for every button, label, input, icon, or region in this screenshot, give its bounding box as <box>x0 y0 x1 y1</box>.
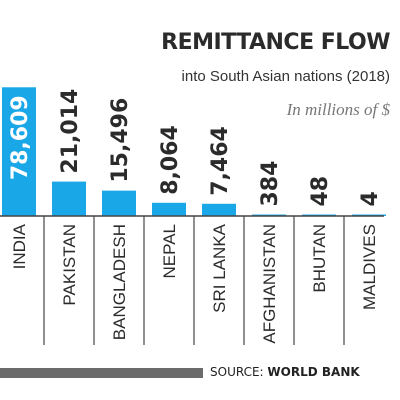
value-label-bhutan: 48 <box>308 176 333 207</box>
source-org: WORLD BANK <box>267 365 360 379</box>
value-label-india: 78,609 <box>8 95 33 180</box>
category-label-maldives: MALDIVES <box>360 224 379 310</box>
bar-nepal <box>152 202 186 216</box>
value-label-afghanistan: 384 <box>258 161 283 207</box>
source-rule <box>0 368 203 378</box>
bar-india <box>2 87 36 216</box>
category-label-afghanistan: AFGHANISTAN <box>260 224 279 344</box>
chart-subtitle: into South Asian nations (2018) <box>181 68 390 85</box>
category-label-pakistan: PAKISTAN <box>60 224 79 306</box>
category-label-nepal: NEPAL <box>160 224 179 279</box>
source-note: SOURCE: WORLD BANK <box>210 365 360 379</box>
chart-title: REMITTANCE FLOW <box>161 30 390 55</box>
category-label-bhutan: BHUTAN <box>310 224 329 293</box>
value-label-sri-lanka: 7,464 <box>208 126 233 196</box>
category-label-india: INDIA <box>10 223 29 269</box>
value-label-nepal: 8,064 <box>158 125 183 195</box>
units-label: In millions of $ <box>286 100 390 119</box>
value-label-pakistan: 21,014 <box>58 89 83 174</box>
category-label-bangladesh: BANGLADESH <box>110 224 129 340</box>
bar-pakistan <box>52 181 86 216</box>
category-label-sri-lanka: SRI LANKA <box>210 223 229 312</box>
value-label-maldives: 4 <box>358 191 383 206</box>
value-label-bangladesh: 15,496 <box>108 98 133 183</box>
source-prefix: SOURCE: <box>210 365 264 379</box>
bar-sri-lanka <box>202 203 236 216</box>
bar-bangladesh <box>102 190 136 216</box>
